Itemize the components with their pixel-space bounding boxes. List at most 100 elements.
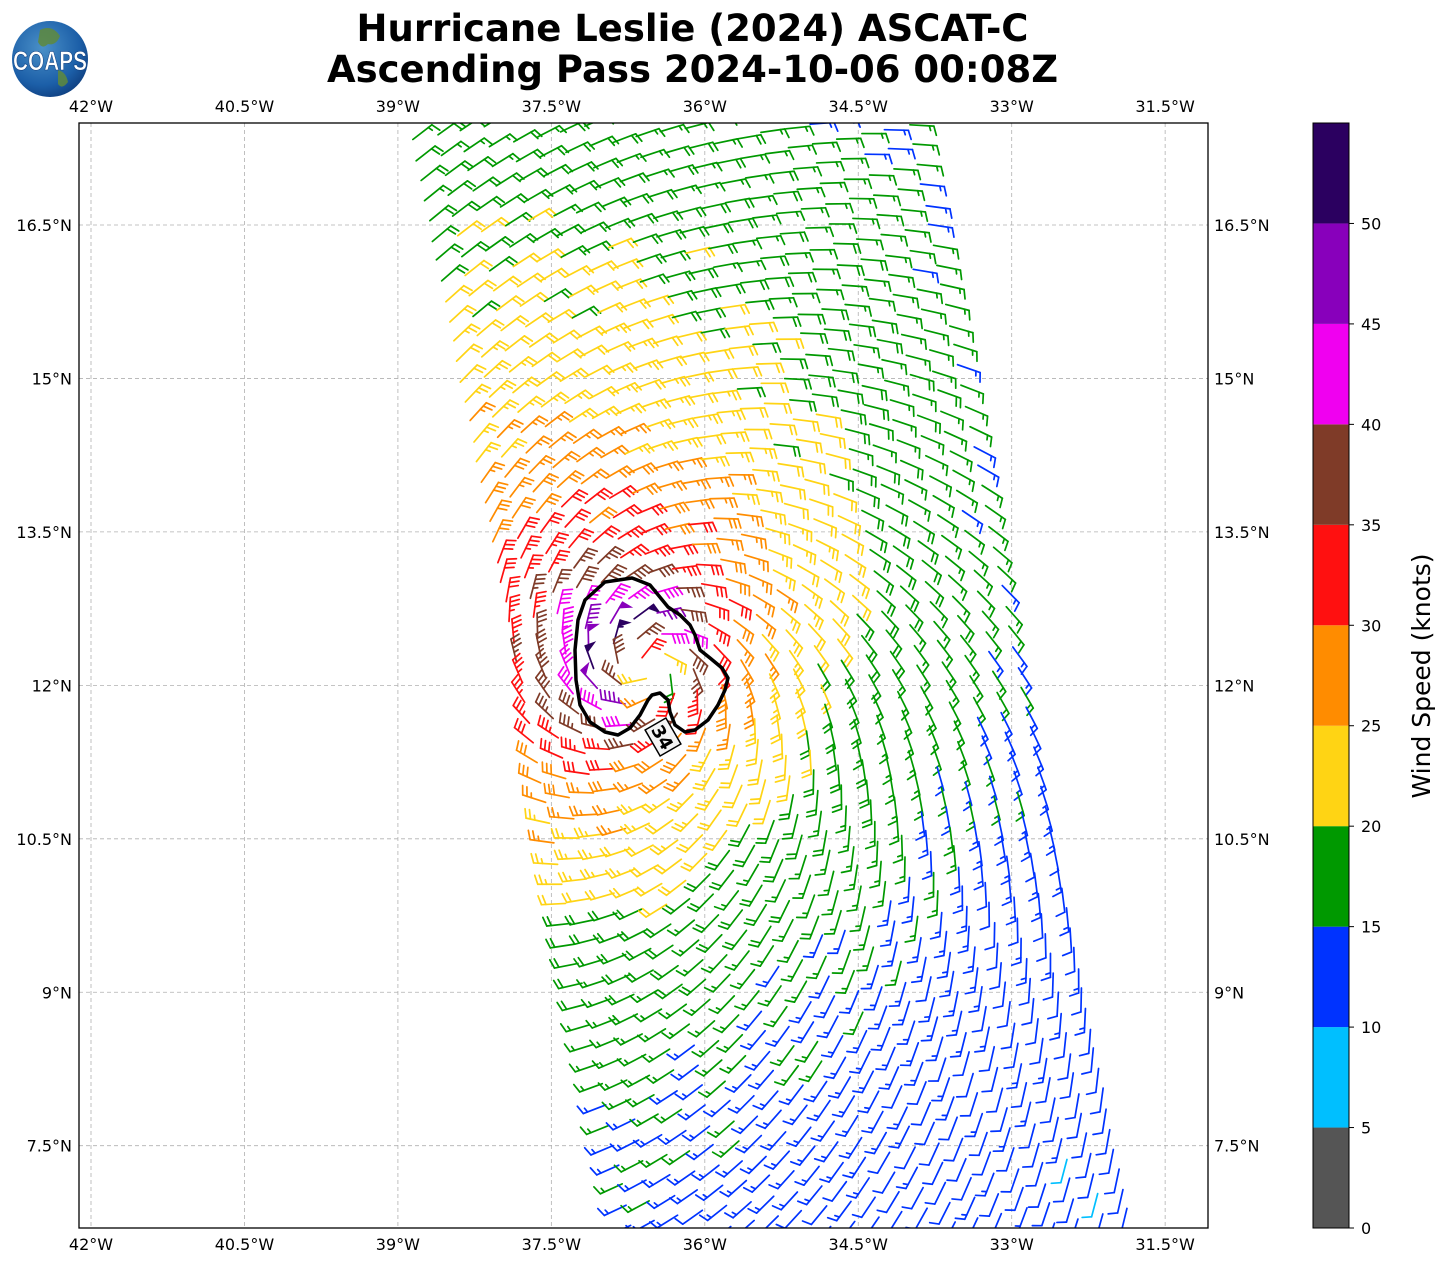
barb-full bbox=[539, 291, 549, 300]
barb-shaft bbox=[552, 329, 575, 344]
barb-full bbox=[734, 561, 738, 573]
barb-full bbox=[630, 134, 639, 144]
wind-barb bbox=[748, 574, 773, 596]
barb-shaft bbox=[923, 1121, 935, 1146]
barb-full bbox=[620, 804, 629, 814]
wind-barb bbox=[985, 631, 1003, 660]
barb-full bbox=[996, 1024, 1008, 1029]
barb-full bbox=[946, 1179, 958, 1182]
barb-full bbox=[671, 211, 679, 222]
barb-shaft bbox=[776, 589, 799, 605]
wind-barb bbox=[789, 399, 817, 412]
wind-barb bbox=[796, 564, 820, 588]
barb-shaft bbox=[616, 402, 640, 415]
barb-full bbox=[985, 1110, 998, 1113]
wind-barb bbox=[576, 446, 606, 463]
barb-shaft bbox=[497, 539, 508, 564]
barb-full bbox=[680, 633, 686, 644]
barb-full bbox=[914, 1142, 926, 1146]
wind-barb bbox=[823, 909, 842, 935]
wind-barb bbox=[552, 450, 581, 469]
barb-full bbox=[666, 190, 674, 200]
barb-full bbox=[537, 714, 542, 726]
barb-full bbox=[586, 737, 591, 749]
barb-shaft bbox=[805, 353, 831, 358]
barb-shaft bbox=[669, 897, 691, 915]
wind-barb bbox=[921, 559, 942, 586]
wind-barb bbox=[444, 160, 474, 177]
lat-tick-left: 15°N bbox=[32, 369, 72, 388]
wind-barb bbox=[968, 821, 979, 852]
barb-full bbox=[577, 850, 584, 861]
wind-barb bbox=[751, 214, 782, 225]
wind-barb bbox=[837, 515, 862, 537]
barb-full bbox=[560, 413, 570, 421]
barb-full bbox=[632, 1014, 642, 1023]
wind-barb bbox=[700, 954, 728, 974]
barb-full bbox=[558, 689, 564, 700]
barb-shaft bbox=[612, 133, 637, 144]
barb-half bbox=[479, 139, 486, 145]
wind-barb bbox=[605, 465, 635, 479]
wind-barb bbox=[668, 417, 699, 429]
wind-barb bbox=[1008, 625, 1025, 654]
barb-full bbox=[901, 920, 913, 924]
barb-half bbox=[812, 166, 816, 173]
wind-barb bbox=[692, 768, 716, 791]
barb-full bbox=[933, 253, 937, 265]
wind-barb bbox=[884, 775, 896, 805]
barb-full bbox=[648, 628, 659, 635]
barb-full bbox=[470, 200, 481, 208]
barb-half bbox=[915, 317, 918, 324]
barb-full bbox=[446, 228, 457, 235]
barb-full bbox=[979, 925, 991, 931]
colorbar-bin bbox=[1313, 826, 1349, 927]
barb-full bbox=[515, 295, 525, 303]
wind-barb bbox=[810, 1120, 835, 1142]
barb-full bbox=[561, 648, 570, 656]
barb-full bbox=[795, 706, 805, 715]
barb-shaft bbox=[799, 332, 826, 335]
barb-full bbox=[941, 829, 952, 836]
barb-full bbox=[851, 372, 855, 384]
barb-full bbox=[719, 328, 726, 339]
barb-shaft bbox=[924, 976, 932, 1002]
barb-half bbox=[999, 855, 1006, 860]
barb-shaft bbox=[610, 113, 632, 122]
wind-barb bbox=[792, 874, 812, 899]
barb-full bbox=[719, 655, 726, 666]
wind-barb bbox=[777, 462, 805, 478]
barb-full bbox=[442, 184, 453, 192]
34kt-contour bbox=[573, 576, 730, 737]
wind-barb bbox=[672, 436, 703, 448]
barb-full bbox=[504, 258, 515, 266]
barb-full bbox=[882, 408, 886, 420]
barb-full bbox=[878, 1087, 890, 1090]
barb-shaft bbox=[435, 243, 456, 261]
barb-full bbox=[580, 508, 592, 515]
barb-full bbox=[989, 607, 996, 618]
barb-half bbox=[872, 346, 876, 354]
wind-barb bbox=[872, 1171, 896, 1194]
barb-full bbox=[609, 762, 617, 773]
barb-full bbox=[843, 181, 849, 193]
wind-barb bbox=[642, 923, 672, 939]
barb-full bbox=[741, 899, 753, 903]
barb-full bbox=[824, 355, 829, 366]
barb-full bbox=[495, 343, 506, 350]
barb-half bbox=[931, 271, 935, 279]
barb-half bbox=[979, 1045, 987, 1048]
barb-full bbox=[959, 269, 963, 281]
barb-half bbox=[996, 666, 1002, 673]
barb-half bbox=[604, 1209, 610, 1215]
barb-half bbox=[627, 1205, 633, 1211]
barb-full bbox=[933, 954, 945, 959]
wind-barb bbox=[700, 327, 731, 339]
barb-half bbox=[561, 832, 565, 839]
wind-barb bbox=[856, 613, 875, 642]
wind-barb bbox=[791, 292, 821, 304]
barb-shaft bbox=[565, 141, 589, 154]
barb-half bbox=[609, 430, 616, 436]
barb-full bbox=[1029, 727, 1039, 737]
wind-barb bbox=[727, 1094, 755, 1114]
